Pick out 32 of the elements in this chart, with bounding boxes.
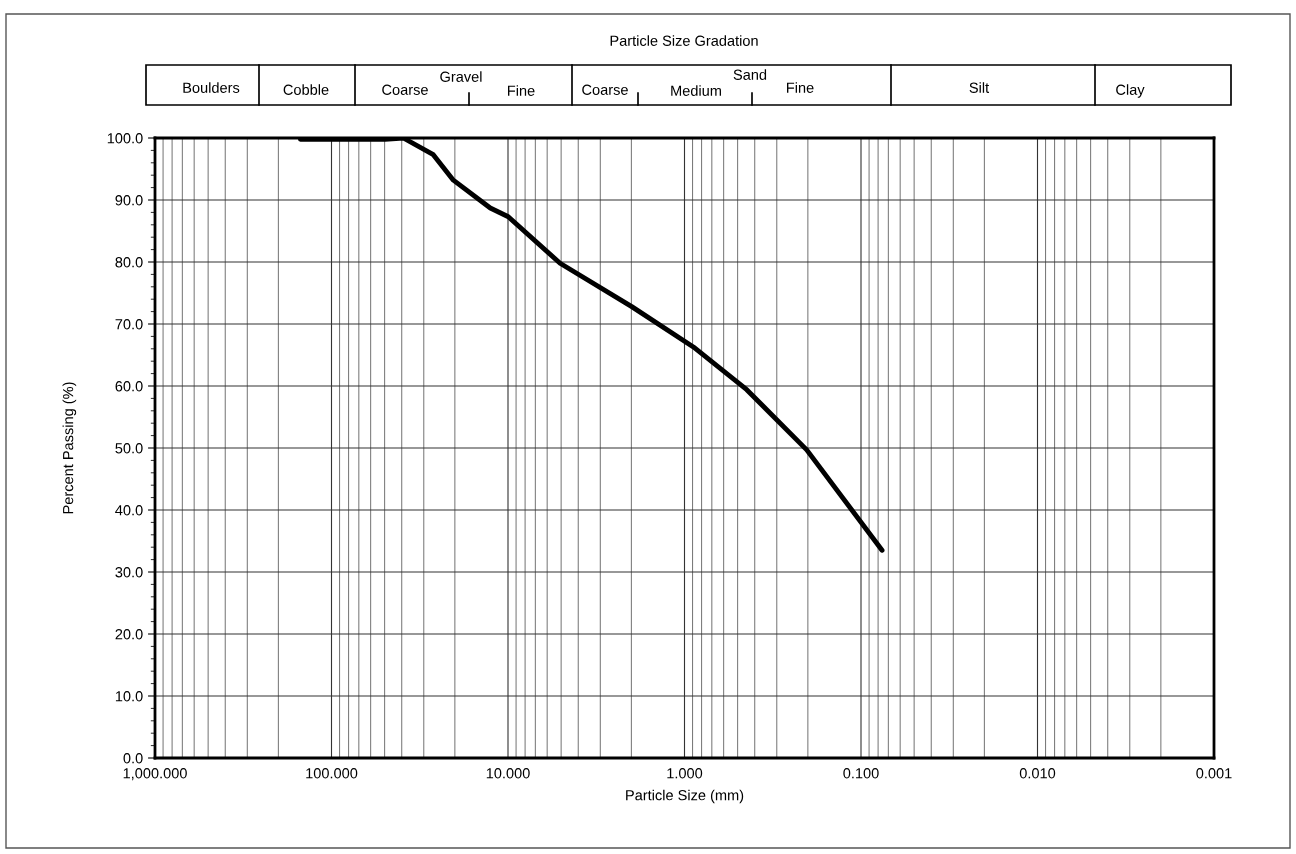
text: Sand <box>733 69 767 80</box>
y-tick-label: 50.0 <box>115 443 143 454</box>
text: Fine <box>508 85 535 96</box>
y-tick-label: 60.0 <box>115 381 143 392</box>
text: Coarse <box>582 84 628 95</box>
text: Fine <box>787 82 814 93</box>
y-tick-label: 20.0 <box>115 629 143 640</box>
y-tick-label: 90.0 <box>115 195 143 206</box>
y-tick-label: 40.0 <box>115 505 143 516</box>
y-tick-label: 100.0 <box>107 133 143 144</box>
text: Cobble <box>283 84 329 95</box>
y-tick-label: 10.0 <box>115 691 143 702</box>
x-tick-label: 1,000.000 <box>123 768 187 781</box>
y-tick-label: 80.0 <box>115 257 143 268</box>
x-tick-label: 100.000 <box>306 768 358 779</box>
text: Clay <box>1116 84 1145 98</box>
x-tick-label: 10.000 <box>486 768 530 779</box>
text: Boulders <box>183 82 240 93</box>
y-axis-title: Percent Passing (%) <box>62 382 77 514</box>
text: Silt <box>969 82 990 93</box>
x-tick-label: 0.100 <box>843 768 879 779</box>
x-tick-label: 0.001 <box>1196 768 1232 779</box>
text: Medium <box>671 85 721 96</box>
chart-title: Particle Size Gradation <box>610 35 758 46</box>
y-tick-label: 0.0 <box>123 753 143 764</box>
text: Coarse <box>382 84 428 95</box>
y-tick-label: 30.0 <box>115 567 143 578</box>
y-tick-label: 70.0 <box>115 319 143 330</box>
x-tick-label: 1.000 <box>667 768 703 779</box>
x-axis-title: Particle Size (mm) <box>626 789 744 804</box>
x-tick-label: 0.010 <box>1019 768 1056 779</box>
text: Gravel <box>440 71 482 82</box>
